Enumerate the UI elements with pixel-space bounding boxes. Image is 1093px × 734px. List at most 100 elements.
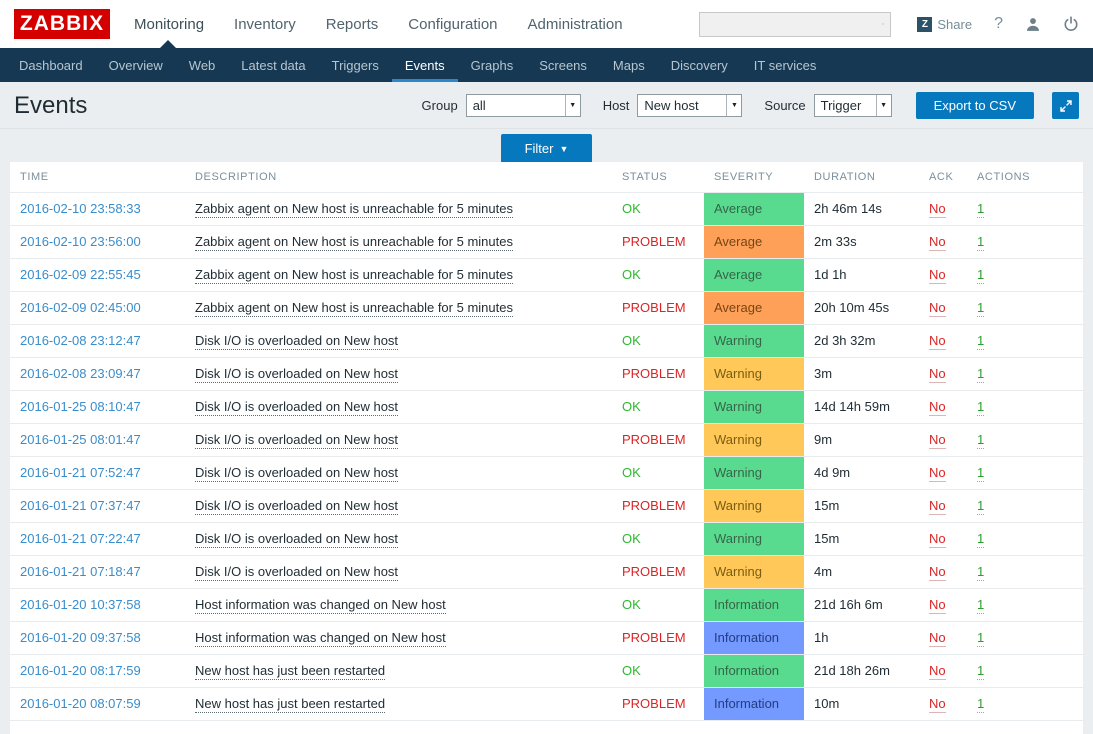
actions-link[interactable]: 1	[977, 300, 985, 317]
export-csv-button[interactable]: Export to CSV	[915, 92, 1034, 119]
main-nav-item[interactable]: Administration	[527, 15, 623, 33]
search-box[interactable]	[699, 11, 892, 37]
actions-link[interactable]: 1	[977, 597, 985, 614]
share-button[interactable]: Z Share	[917, 16, 972, 32]
event-description-link[interactable]: Disk I/O is overloaded on New host	[195, 531, 399, 548]
event-time-link[interactable]: 2016-02-08 23:09:47	[20, 366, 141, 381]
ack-link[interactable]: No	[929, 300, 946, 317]
chevron-down-icon: ▼	[564, 95, 580, 116]
ack-link[interactable]: No	[929, 465, 946, 482]
event-description-link[interactable]: Host information was changed on New host	[195, 630, 446, 647]
ack-link[interactable]: No	[929, 564, 946, 581]
event-description-link[interactable]: Disk I/O is overloaded on New host	[195, 465, 399, 482]
main-nav-item[interactable]: Reports	[325, 15, 379, 33]
host-select[interactable]: New host ▼	[637, 94, 743, 117]
event-description-link[interactable]: Host information was changed on New host	[195, 597, 446, 614]
power-icon[interactable]	[1063, 16, 1079, 32]
user-icon[interactable]	[1025, 17, 1041, 32]
filter-toggle-button[interactable]: Filter ▼	[500, 134, 593, 162]
ack-link[interactable]: No	[929, 663, 946, 680]
sub-nav-item[interactable]: Discovery	[670, 57, 728, 73]
event-time-link[interactable]: 2016-01-20 08:07:59	[20, 696, 141, 711]
event-time-link[interactable]: 2016-01-21 07:37:47	[20, 498, 141, 513]
event-description-link[interactable]: Disk I/O is overloaded on New host	[195, 333, 399, 350]
ack-link[interactable]: No	[929, 597, 946, 614]
event-description-link[interactable]: Disk I/O is overloaded on New host	[195, 564, 399, 581]
source-select[interactable]: Trigger ▼	[813, 94, 892, 117]
search-input[interactable]	[706, 16, 883, 32]
event-description-link[interactable]: Disk I/O is overloaded on New host	[195, 498, 399, 515]
sub-nav-item[interactable]: Triggers	[331, 57, 379, 73]
fullscreen-button[interactable]	[1052, 92, 1079, 119]
actions-link[interactable]: 1	[977, 201, 985, 218]
ack-link[interactable]: No	[929, 432, 946, 449]
ack-link[interactable]: No	[929, 267, 946, 284]
zabbix-logo[interactable]: ZABBIX	[14, 9, 110, 39]
ack-link[interactable]: No	[929, 234, 946, 251]
actions-link[interactable]: 1	[977, 630, 985, 647]
actions-link[interactable]: 1	[977, 333, 985, 350]
table-row: 2016-01-21 07:22:47 Disk I/O is overload…	[10, 522, 1083, 556]
main-nav-item[interactable]: Inventory	[234, 15, 296, 33]
event-time-link[interactable]: 2016-01-20 10:37:58	[20, 597, 141, 612]
event-time-link[interactable]: 2016-01-21 07:18:47	[20, 564, 141, 579]
actions-link[interactable]: 1	[977, 531, 985, 548]
ack-link[interactable]: No	[929, 399, 946, 416]
ack-link[interactable]: No	[929, 201, 946, 218]
sub-nav-item[interactable]: Dashboard	[19, 57, 83, 73]
event-time-link[interactable]: 2016-01-21 07:52:47	[20, 465, 141, 480]
event-time-link[interactable]: 2016-02-09 02:45:00	[20, 300, 141, 315]
ack-link[interactable]: No	[929, 630, 946, 647]
ack-link[interactable]: No	[929, 696, 946, 713]
sub-nav-item[interactable]: Graphs	[470, 57, 514, 73]
event-description-link[interactable]: Zabbix agent on New host is unreachable …	[195, 300, 513, 317]
share-icon: Z	[917, 16, 933, 32]
sub-nav-item[interactable]: Latest data	[241, 57, 306, 73]
event-time-link[interactable]: 2016-01-20 08:17:59	[20, 663, 141, 678]
event-description-link[interactable]: Disk I/O is overloaded on New host	[195, 399, 399, 416]
event-description-link[interactable]: New host has just been restarted	[195, 696, 386, 713]
actions-link[interactable]: 1	[977, 432, 985, 449]
event-time-link[interactable]: 2016-01-21 07:22:47	[20, 531, 141, 546]
ack-link[interactable]: No	[929, 366, 946, 383]
actions-link[interactable]: 1	[977, 696, 985, 713]
actions-link[interactable]: 1	[977, 564, 985, 581]
severity-badge: Average	[704, 192, 804, 226]
event-time-link[interactable]: 2016-01-25 08:10:47	[20, 399, 141, 414]
actions-link[interactable]: 1	[977, 465, 985, 482]
actions-link[interactable]: 1	[977, 399, 985, 416]
sub-nav-item[interactable]: Maps	[612, 57, 645, 73]
actions-link[interactable]: 1	[977, 663, 985, 680]
event-time-link[interactable]: 2016-02-08 23:12:47	[20, 333, 141, 348]
event-time-link[interactable]: 2016-02-10 23:56:00	[20, 234, 141, 249]
ack-link[interactable]: No	[929, 498, 946, 515]
duration-text: 20h 10m 45s	[804, 291, 919, 325]
sub-nav-item[interactable]: IT services	[753, 57, 817, 73]
ack-link[interactable]: No	[929, 333, 946, 350]
group-select[interactable]: all ▼	[465, 94, 581, 117]
main-nav-item[interactable]: Configuration	[408, 15, 498, 33]
ack-link[interactable]: No	[929, 531, 946, 548]
sub-nav-item[interactable]: Overview	[108, 57, 163, 73]
help-icon[interactable]: ?	[994, 15, 1003, 32]
event-description-link[interactable]: Disk I/O is overloaded on New host	[195, 432, 399, 449]
event-time-link[interactable]: 2016-02-10 23:58:33	[20, 201, 141, 216]
main-nav-item[interactable]: Monitoring	[134, 15, 205, 33]
event-time-link[interactable]: 2016-01-25 08:01:47	[20, 432, 141, 447]
event-description-link[interactable]: Zabbix agent on New host is unreachable …	[195, 234, 513, 251]
sub-nav-item[interactable]: Web	[188, 57, 216, 73]
sub-nav-item[interactable]: Events	[391, 48, 458, 82]
event-description-link[interactable]: Zabbix agent on New host is unreachable …	[195, 201, 513, 218]
event-time-link[interactable]: 2016-01-20 09:37:58	[20, 630, 141, 645]
main-nav: Monitoring Inventory Reports Configuration A…	[134, 16, 623, 33]
actions-link[interactable]: 1	[977, 234, 985, 251]
event-description-link[interactable]: New host has just been restarted	[195, 663, 386, 680]
actions-link[interactable]: 1	[977, 498, 985, 515]
actions-link[interactable]: 1	[977, 267, 985, 284]
sub-nav-item[interactable]: Screens	[539, 57, 587, 73]
event-description-link[interactable]: Zabbix agent on New host is unreachable …	[195, 267, 513, 284]
event-description-link[interactable]: Disk I/O is overloaded on New host	[195, 366, 399, 383]
actions-link[interactable]: 1	[977, 366, 985, 383]
page-title: Events	[14, 91, 88, 119]
event-time-link[interactable]: 2016-02-09 22:55:45	[20, 267, 141, 282]
